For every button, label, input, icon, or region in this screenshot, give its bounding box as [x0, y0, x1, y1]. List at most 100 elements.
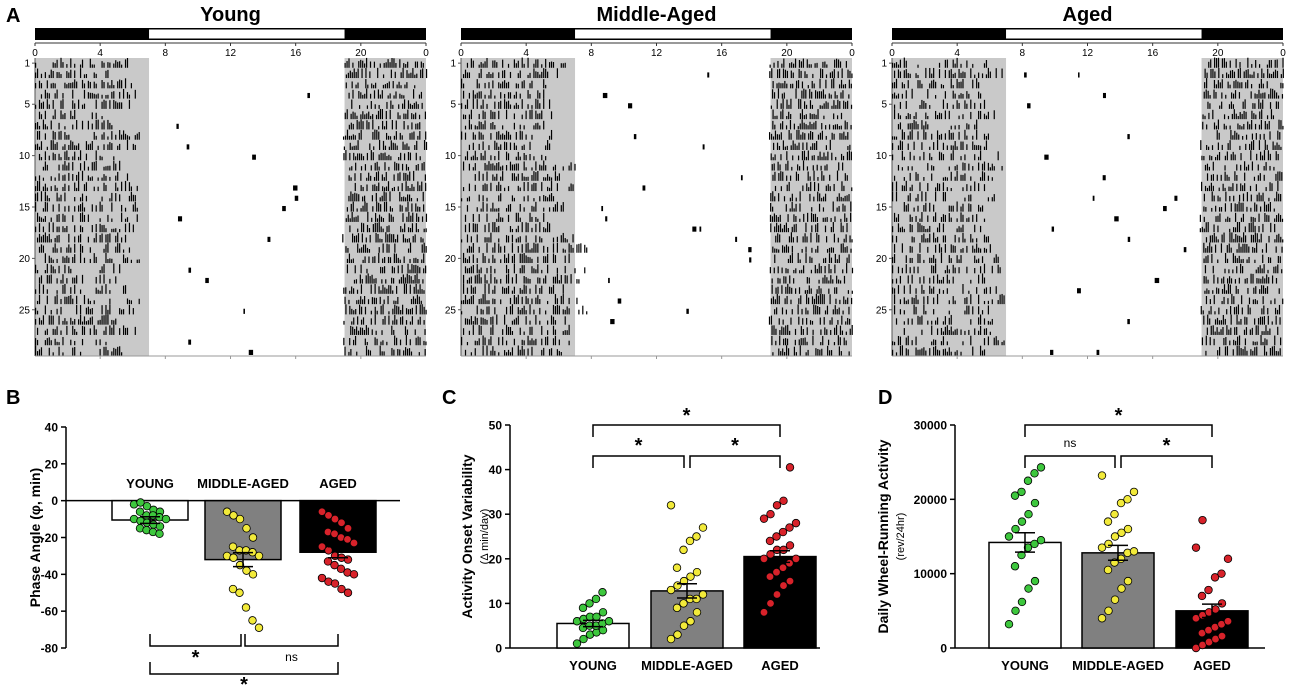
activity-mark — [384, 84, 386, 89]
activity-mark — [958, 115, 960, 120]
activity-mark — [824, 165, 826, 171]
activity-mark — [408, 212, 410, 222]
activity-mark — [398, 81, 400, 89]
activity-mark — [409, 187, 411, 192]
activity-mark — [1262, 192, 1264, 202]
activity-mark — [983, 133, 986, 140]
activity-mark — [983, 277, 986, 284]
activity-mark — [843, 185, 845, 192]
activity-mark — [835, 298, 837, 305]
activity-mark — [369, 276, 371, 284]
activity-mark — [35, 226, 37, 233]
activity-mark — [466, 279, 469, 284]
activity-mark — [1244, 338, 1247, 346]
activity-mark — [805, 307, 807, 315]
activity-mark — [480, 121, 482, 130]
activity-mark — [353, 145, 355, 150]
activity-mark — [500, 193, 502, 202]
activity-mark — [778, 249, 780, 253]
activity-mark — [1217, 80, 1219, 89]
activity-mark — [472, 98, 474, 109]
activity-mark — [478, 298, 480, 305]
activity-mark — [979, 207, 982, 212]
activity-mark — [519, 288, 521, 294]
activity-mark — [416, 273, 418, 284]
activity-mark — [390, 214, 392, 222]
activity-mark — [554, 255, 557, 264]
activity-mark — [1238, 221, 1241, 233]
activity-mark — [95, 339, 97, 346]
activity-mark — [1206, 173, 1209, 181]
activity-mark — [364, 63, 366, 68]
activity-mark — [119, 194, 121, 202]
activity-mark — [819, 105, 821, 109]
activity-mark — [347, 214, 349, 222]
data-point — [673, 630, 682, 639]
activity-mark — [525, 167, 527, 171]
activity-mark — [806, 317, 808, 325]
activity-mark — [1210, 325, 1212, 335]
activity-mark — [381, 195, 383, 202]
activity-mark — [356, 193, 358, 202]
activity-mark — [480, 317, 482, 325]
activity-mark — [1240, 259, 1242, 264]
activity-mark — [373, 278, 375, 284]
activity-mark — [488, 161, 490, 171]
activity-mark — [109, 100, 111, 109]
activity-mark — [1224, 171, 1226, 181]
activity-mark — [407, 201, 409, 212]
activity-mark — [42, 226, 45, 233]
activity-mark — [64, 144, 66, 150]
activity-mark — [482, 110, 484, 120]
activity-mark — [1203, 228, 1205, 233]
activity-mark — [529, 249, 531, 253]
activity-mark — [354, 182, 356, 192]
activity-mark — [58, 131, 60, 140]
data-point — [686, 572, 695, 581]
activity-mark — [76, 145, 78, 150]
activity-mark — [365, 325, 367, 335]
activity-mark — [822, 61, 824, 68]
activity-mark — [1223, 276, 1225, 284]
activity-mark — [46, 275, 48, 284]
activity-mark — [1217, 57, 1220, 68]
activity-mark — [397, 265, 399, 274]
activity-mark — [362, 259, 364, 264]
activity-mark — [511, 277, 514, 284]
activity-mark — [490, 182, 492, 192]
activity-mark — [997, 300, 999, 305]
activity-mark — [850, 248, 852, 253]
activity-mark — [464, 318, 467, 325]
activity-mark — [1238, 92, 1241, 99]
activity-mark — [940, 133, 943, 140]
activity-mark — [461, 300, 463, 305]
activity-mark — [1251, 64, 1253, 68]
activity-mark — [388, 154, 390, 161]
activity-mark — [101, 233, 103, 243]
activity-mark — [915, 215, 917, 222]
activity-mark — [124, 59, 127, 68]
activity-mark — [364, 244, 367, 253]
activity-mark — [813, 83, 815, 89]
light-phase — [149, 29, 345, 39]
activity-mark — [42, 208, 45, 212]
activity-mark — [1205, 237, 1208, 243]
activity-mark — [964, 173, 966, 181]
activity-mark — [48, 155, 50, 161]
y-tick-label: 20000 — [914, 493, 948, 507]
activity-mark — [52, 315, 54, 325]
activity-mark — [1238, 194, 1241, 202]
activity-mark — [405, 283, 407, 294]
activity-mark — [995, 68, 997, 79]
activity-mark — [1241, 113, 1243, 120]
activity-mark — [343, 153, 345, 161]
activity-mark — [40, 320, 43, 325]
data-point — [759, 554, 769, 563]
activity-mark — [40, 83, 43, 89]
activity-mark — [954, 267, 956, 274]
activity-mark — [903, 321, 905, 325]
activity-mark — [81, 321, 84, 325]
activity-mark — [952, 73, 954, 79]
activity-mark — [1274, 218, 1276, 222]
activity-mark — [817, 155, 819, 161]
